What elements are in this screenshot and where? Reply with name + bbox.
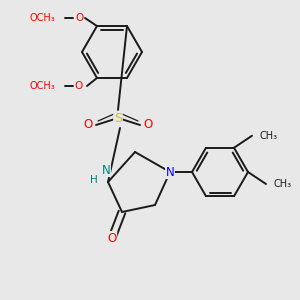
Text: CH₃: CH₃ — [260, 131, 278, 141]
Text: H: H — [90, 175, 98, 185]
Text: S: S — [114, 112, 122, 124]
Text: O: O — [75, 13, 83, 23]
Text: OCH₃: OCH₃ — [29, 81, 55, 91]
Text: OCH₃: OCH₃ — [29, 13, 55, 23]
Text: O: O — [107, 232, 117, 244]
Text: O: O — [143, 118, 153, 131]
Text: N: N — [102, 164, 110, 176]
Text: N: N — [166, 166, 174, 178]
Text: O: O — [83, 118, 93, 131]
Text: CH₃: CH₃ — [274, 179, 292, 189]
Text: O: O — [75, 81, 83, 91]
